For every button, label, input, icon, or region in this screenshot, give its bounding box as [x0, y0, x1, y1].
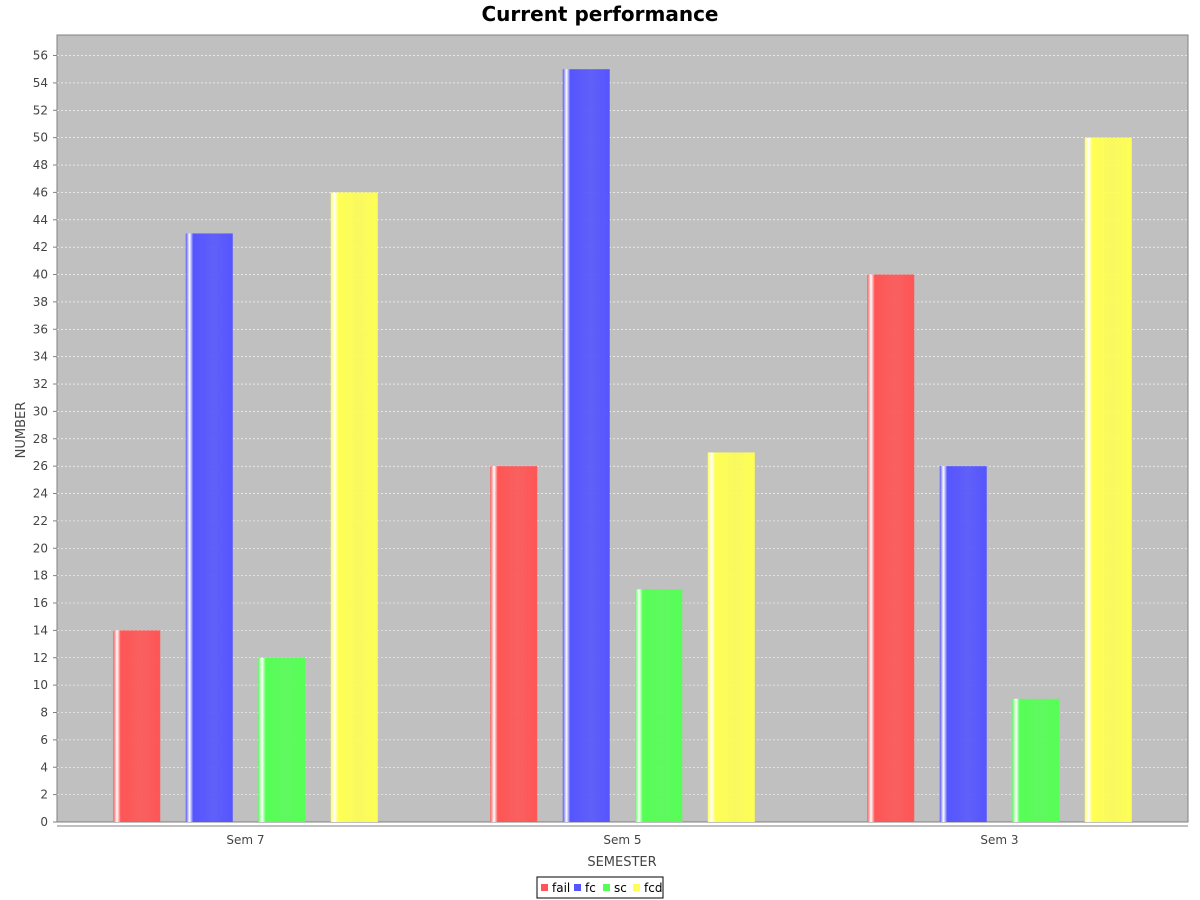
y-axis-title: NUMBER [14, 402, 29, 459]
bar-sc-sem-7 [258, 657, 306, 822]
legend-swatch-fc [574, 884, 581, 891]
x-tick-label: Sem 3 [980, 833, 1018, 847]
y-tick-label: 50 [33, 131, 48, 145]
y-tick-label: 24 [33, 487, 48, 501]
y-tick-label: 8 [40, 706, 48, 720]
y-tick-label: 54 [33, 76, 48, 90]
y-tick-label: 46 [33, 185, 48, 199]
x-tick-label: Sem 5 [603, 833, 641, 847]
chart-title: Current performance [481, 2, 718, 26]
bar-fail-sem-3 [867, 274, 915, 822]
y-tick-label: 28 [33, 432, 48, 446]
y-tick-label: 34 [33, 350, 48, 364]
y-tick-label: 56 [33, 49, 48, 63]
bar-fc-sem-5 [562, 69, 610, 822]
y-tick-label: 2 [40, 788, 48, 802]
y-tick-label: 32 [33, 377, 48, 391]
bar-fc-sem-3 [939, 466, 987, 822]
legend-swatch-sc [603, 884, 610, 891]
plot-area [56, 34, 1189, 823]
x-tick-label: Sem 7 [226, 833, 264, 847]
y-tick-label: 20 [33, 541, 48, 555]
bar-fcd-sem-3 [1084, 137, 1132, 823]
y-tick-label: 12 [33, 651, 48, 665]
legend-label-fc: fc [585, 881, 596, 895]
y-tick-label: 16 [33, 596, 48, 610]
legend-label-fcd: fcd [644, 881, 662, 895]
bar-fail-sem-5 [490, 466, 538, 822]
y-tick-label: 18 [33, 569, 48, 583]
y-tick-label: 0 [40, 815, 48, 829]
bar-sc-sem-5 [635, 589, 683, 822]
legend-swatch-fail [541, 884, 548, 891]
legend: fail fc sc fcd [536, 876, 664, 899]
y-tick-label: 36 [33, 322, 48, 336]
gridlines [57, 55, 1188, 795]
y-tick-label: 40 [33, 268, 48, 282]
y-axis: 0246810121416182022242628303234363840424… [33, 49, 57, 829]
y-tick-label: 52 [33, 103, 48, 117]
bar-fcd-sem-7 [330, 192, 378, 822]
y-tick-label: 42 [33, 240, 48, 254]
bar-fc-sem-7 [185, 233, 233, 822]
x-axis-title: SEMESTER [587, 855, 656, 870]
y-tick-label: 14 [33, 623, 48, 637]
y-tick-label: 22 [33, 514, 48, 528]
y-tick-label: 48 [33, 158, 48, 172]
bar-fcd-sem-5 [707, 452, 755, 822]
y-tick-label: 30 [33, 404, 48, 418]
bar-sc-sem-3 [1012, 698, 1060, 822]
legend-box [536, 876, 664, 899]
legend-label-sc: sc [614, 881, 627, 895]
bar-fail-sem-7 [113, 630, 161, 822]
x-axis: Sem 7 Sem 5 Sem 3 [57, 825, 1188, 847]
y-tick-label: 38 [33, 295, 48, 309]
legend-label-fail: fail [552, 881, 570, 895]
y-tick-label: 6 [40, 733, 48, 747]
y-tick-label: 26 [33, 459, 48, 473]
y-tick-label: 10 [33, 678, 48, 692]
bars [113, 69, 1132, 823]
y-tick-label: 44 [33, 213, 48, 227]
legend-swatch-fcd [633, 884, 640, 891]
y-tick-label: 4 [40, 760, 48, 774]
